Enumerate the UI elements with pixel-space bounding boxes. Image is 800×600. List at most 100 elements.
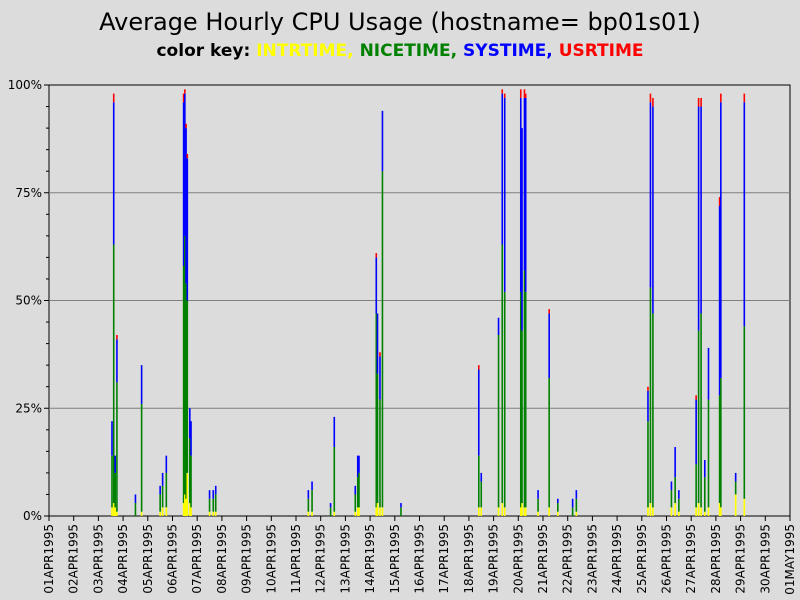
bar-segment-intrtime: [354, 511, 357, 516]
bar-segment-systime: [557, 498, 559, 504]
bar-segment-systime: [356, 455, 359, 478]
bar-segment-intrtime: [703, 511, 706, 516]
bar-segment-systime: [647, 391, 649, 422]
bar-segment-nicetime: [140, 403, 143, 512]
bar-segment-systime: [185, 128, 187, 284]
bar-segment-nicetime: [647, 421, 649, 508]
bar-segment-systime: [519, 97, 522, 292]
bar-segment-nicetime: [695, 464, 697, 508]
bar-segment-intrtime: [188, 503, 191, 516]
bar-segment-nicetime: [707, 399, 710, 508]
bar-segment-nicetime: [503, 291, 506, 508]
y-tick-label: 0%: [23, 509, 42, 523]
bar-segment-intrtime: [575, 511, 578, 516]
bar-segment-intrtime: [116, 511, 118, 516]
bar-segment-nicetime: [400, 507, 402, 516]
bar-segment-nicetime: [134, 503, 137, 516]
bar-segment-systime: [523, 97, 526, 271]
bar-segment-nicetime: [674, 477, 676, 504]
bar-segment-intrtime: [480, 507, 483, 516]
y-tick-label: 75%: [15, 186, 42, 200]
bar-segment-intrtime: [697, 503, 700, 516]
bar-segment-systime: [161, 472, 164, 486]
bar-segment-intrtime: [707, 507, 710, 516]
bar-segment-intrtime: [190, 507, 192, 516]
bar-segment-usrtime: [379, 352, 381, 357]
bar-segment-intrtime: [111, 507, 113, 516]
bar-segment-systime: [695, 399, 697, 465]
bar-segment-systime: [521, 128, 523, 331]
bar-segment-nicetime: [159, 494, 161, 512]
bar-segment-intrtime: [649, 503, 652, 516]
bar-segment-nicetime: [557, 503, 559, 512]
bar-segment-nicetime: [185, 283, 187, 499]
bar-segment-nicetime: [114, 472, 116, 508]
bar-segment-nicetime: [743, 326, 746, 499]
bar-segment-nicetime: [703, 477, 706, 512]
x-tick-label: 26APR1995: [660, 524, 674, 594]
bar-segment-usrtime: [477, 365, 480, 370]
color-key: color key: INTRTIME, NICETIME, SYSTIME, …: [156, 41, 644, 61]
x-tick-label: 23APR1995: [585, 524, 599, 594]
x-tick-label: 19APR1995: [487, 524, 501, 594]
bar-segment-systime: [375, 257, 378, 314]
x-tick-label: 07APR1995: [190, 524, 204, 594]
bar-segment-usrtime: [185, 123, 187, 129]
bar-segment-intrtime: [112, 503, 115, 516]
bar-segment-nicetime: [497, 334, 500, 508]
bar-segment-intrtime: [700, 507, 702, 516]
bar-segment-usrtime: [652, 97, 654, 107]
bar-segment-intrtime: [375, 507, 378, 516]
bar-segment-systime: [652, 106, 654, 314]
x-tick-label: 20APR1995: [511, 524, 525, 594]
bar-segment-systime: [184, 93, 186, 236]
bar-segment-nicetime: [376, 373, 379, 504]
bar-segment-usrtime: [503, 93, 506, 98]
bar-segment-intrtime: [358, 507, 360, 516]
bar-segment-nicetime: [214, 494, 217, 512]
x-tick-label: 01APR1995: [42, 524, 56, 594]
bar-segment-intrtime: [379, 507, 381, 516]
x-tick-label: 01MAY1995: [783, 524, 797, 595]
x-tick-label: 10APR1995: [264, 524, 278, 594]
y-tick-label: 25%: [15, 401, 42, 415]
legend-nicetime: NICETIME: [359, 41, 451, 61]
bar-segment-intrtime: [523, 507, 526, 516]
bar-segment-intrtime: [497, 507, 500, 516]
bar-segment-systime: [477, 369, 480, 456]
bar-segment-intrtime: [212, 511, 215, 516]
x-tick-label: 24APR1995: [610, 524, 624, 594]
bar-segment-intrtime: [652, 507, 654, 516]
bar-segment-nicetime: [571, 507, 574, 516]
bar-segment-nicetime: [356, 477, 359, 508]
bar-segment-systime: [354, 485, 357, 495]
bar-segment-intrtime: [333, 511, 336, 516]
x-tick-label: 11APR1995: [289, 524, 303, 594]
x-tick-label: 06APR1995: [166, 524, 180, 594]
bar-segment-systime: [524, 97, 527, 292]
bar-segment-systime: [379, 356, 381, 400]
bar-segment-intrtime: [670, 507, 673, 516]
bar-segment-intrtime: [647, 507, 649, 516]
bar-segment-usrtime: [649, 93, 652, 103]
bar-segment-nicetime: [519, 291, 522, 508]
bar-segment-intrtime: [184, 494, 186, 516]
x-tick-label: 25APR1995: [635, 524, 649, 594]
bar-segment-systime: [678, 490, 680, 499]
bar-segment-intrtime: [376, 503, 379, 516]
bar-segment-systime: [480, 472, 483, 482]
bar-segment-systime: [182, 102, 185, 267]
bar-segment-systime: [376, 313, 379, 374]
bar-segment-intrtime: [720, 507, 722, 516]
bar-segment-systime: [707, 347, 710, 400]
bar-segment-systime: [190, 421, 192, 456]
bar-segment-nicetime: [379, 399, 381, 508]
bar-segment-nicetime: [358, 472, 360, 508]
bar-segment-nicetime: [165, 472, 168, 508]
bar-segment-usrtime: [697, 97, 700, 107]
bar-segment-systime: [497, 317, 500, 335]
bar-segment-nicetime: [329, 507, 332, 516]
bar-segment-intrtime: [311, 511, 313, 516]
bar-segment-intrtime: [140, 511, 143, 516]
